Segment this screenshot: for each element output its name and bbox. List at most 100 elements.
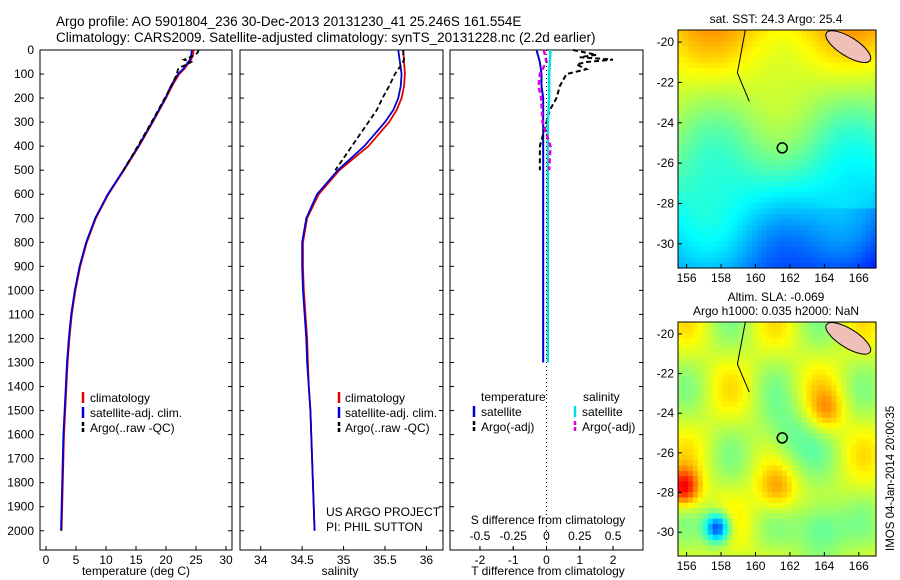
map-cell	[737, 67, 743, 74]
map-cell	[762, 385, 768, 392]
map-cell	[678, 208, 684, 215]
map-cell	[702, 545, 709, 552]
map-cell	[826, 62, 833, 69]
map-cell	[806, 332, 813, 339]
map-cell	[762, 176, 768, 183]
map-cell	[707, 492, 714, 499]
map-cell	[836, 78, 842, 85]
map-cell	[682, 73, 689, 80]
map-cell	[727, 348, 734, 355]
map-cell	[757, 470, 763, 477]
map-cell	[781, 486, 788, 493]
map-cell	[717, 138, 724, 145]
map-cell	[678, 154, 684, 161]
map-cell	[826, 460, 833, 467]
map-cell	[692, 454, 699, 461]
map-cell	[678, 89, 684, 96]
map-cell	[767, 449, 773, 456]
map-cell	[772, 375, 778, 382]
map-cell	[816, 428, 823, 435]
map-cell	[707, 369, 714, 376]
map-cell	[752, 51, 758, 58]
map-cell	[727, 213, 734, 220]
map-cell	[866, 465, 872, 472]
map-cell	[816, 322, 823, 328]
map-cell	[851, 428, 857, 435]
map-cell	[737, 550, 743, 557]
y-tick-label: 1600	[7, 428, 34, 442]
map-cell	[861, 449, 867, 456]
map-cell	[722, 476, 729, 483]
map-cell	[821, 375, 828, 382]
map-cell	[846, 192, 852, 199]
map-cell	[772, 240, 778, 247]
map-cell	[836, 89, 842, 96]
map-cell	[781, 497, 788, 504]
map-cell	[866, 486, 872, 493]
map-cell	[826, 433, 833, 440]
map-cell	[752, 486, 758, 493]
map-cell	[871, 230, 877, 237]
map-cell	[791, 380, 798, 387]
map-cell	[737, 497, 743, 504]
map-cell	[752, 343, 758, 350]
map-cell	[806, 121, 813, 128]
map-cell	[781, 262, 788, 269]
map-cell	[762, 439, 768, 445]
map-cell	[806, 46, 813, 53]
map-cell	[846, 353, 852, 360]
map-cell	[871, 428, 877, 435]
map-cell	[707, 518, 714, 525]
map-cell	[702, 513, 709, 520]
map-cell	[831, 423, 837, 429]
map-cell	[811, 508, 818, 515]
map-cell	[841, 154, 847, 161]
map-cell	[732, 197, 738, 204]
map-cell	[796, 262, 803, 269]
map-cell	[747, 518, 753, 525]
map-cell	[772, 359, 778, 366]
map-cell	[772, 481, 778, 488]
map-cell	[816, 407, 823, 414]
map-cell	[678, 94, 684, 101]
map-cell	[697, 240, 704, 247]
map-cell	[777, 111, 783, 118]
map-cell	[821, 343, 828, 350]
map-cell	[767, 364, 773, 371]
map-cell	[772, 138, 778, 145]
map-cell	[702, 251, 709, 258]
map-cell	[786, 417, 793, 424]
map-cell	[826, 444, 833, 451]
map-cell	[717, 454, 724, 461]
map-cell	[717, 73, 724, 80]
map-cell	[836, 518, 842, 525]
map-cell	[687, 449, 694, 456]
map-cell	[781, 465, 788, 472]
map-cell	[856, 213, 862, 220]
map-cell	[757, 337, 763, 344]
map-cell	[821, 407, 828, 414]
map-cell	[821, 138, 828, 145]
map-cell	[816, 251, 823, 258]
map-cell	[851, 30, 857, 37]
map-cell	[727, 192, 734, 199]
map-cell	[742, 111, 748, 118]
map-cell	[856, 417, 862, 424]
map-cell	[757, 121, 763, 128]
map-cell	[737, 343, 743, 350]
map-cell	[866, 73, 872, 80]
map-cell	[692, 132, 699, 139]
map-cell	[866, 412, 872, 419]
map-cell	[826, 513, 833, 520]
map-cell	[811, 407, 818, 414]
map-cell	[826, 89, 833, 96]
map-cell	[836, 508, 842, 515]
map-cell	[811, 230, 818, 237]
reef-outline	[736, 321, 750, 393]
map-cell	[757, 444, 763, 451]
y-tick-label: 1900	[7, 500, 34, 514]
map-cell	[796, 94, 803, 101]
map-cell	[678, 235, 684, 242]
map-cell	[861, 423, 867, 429]
